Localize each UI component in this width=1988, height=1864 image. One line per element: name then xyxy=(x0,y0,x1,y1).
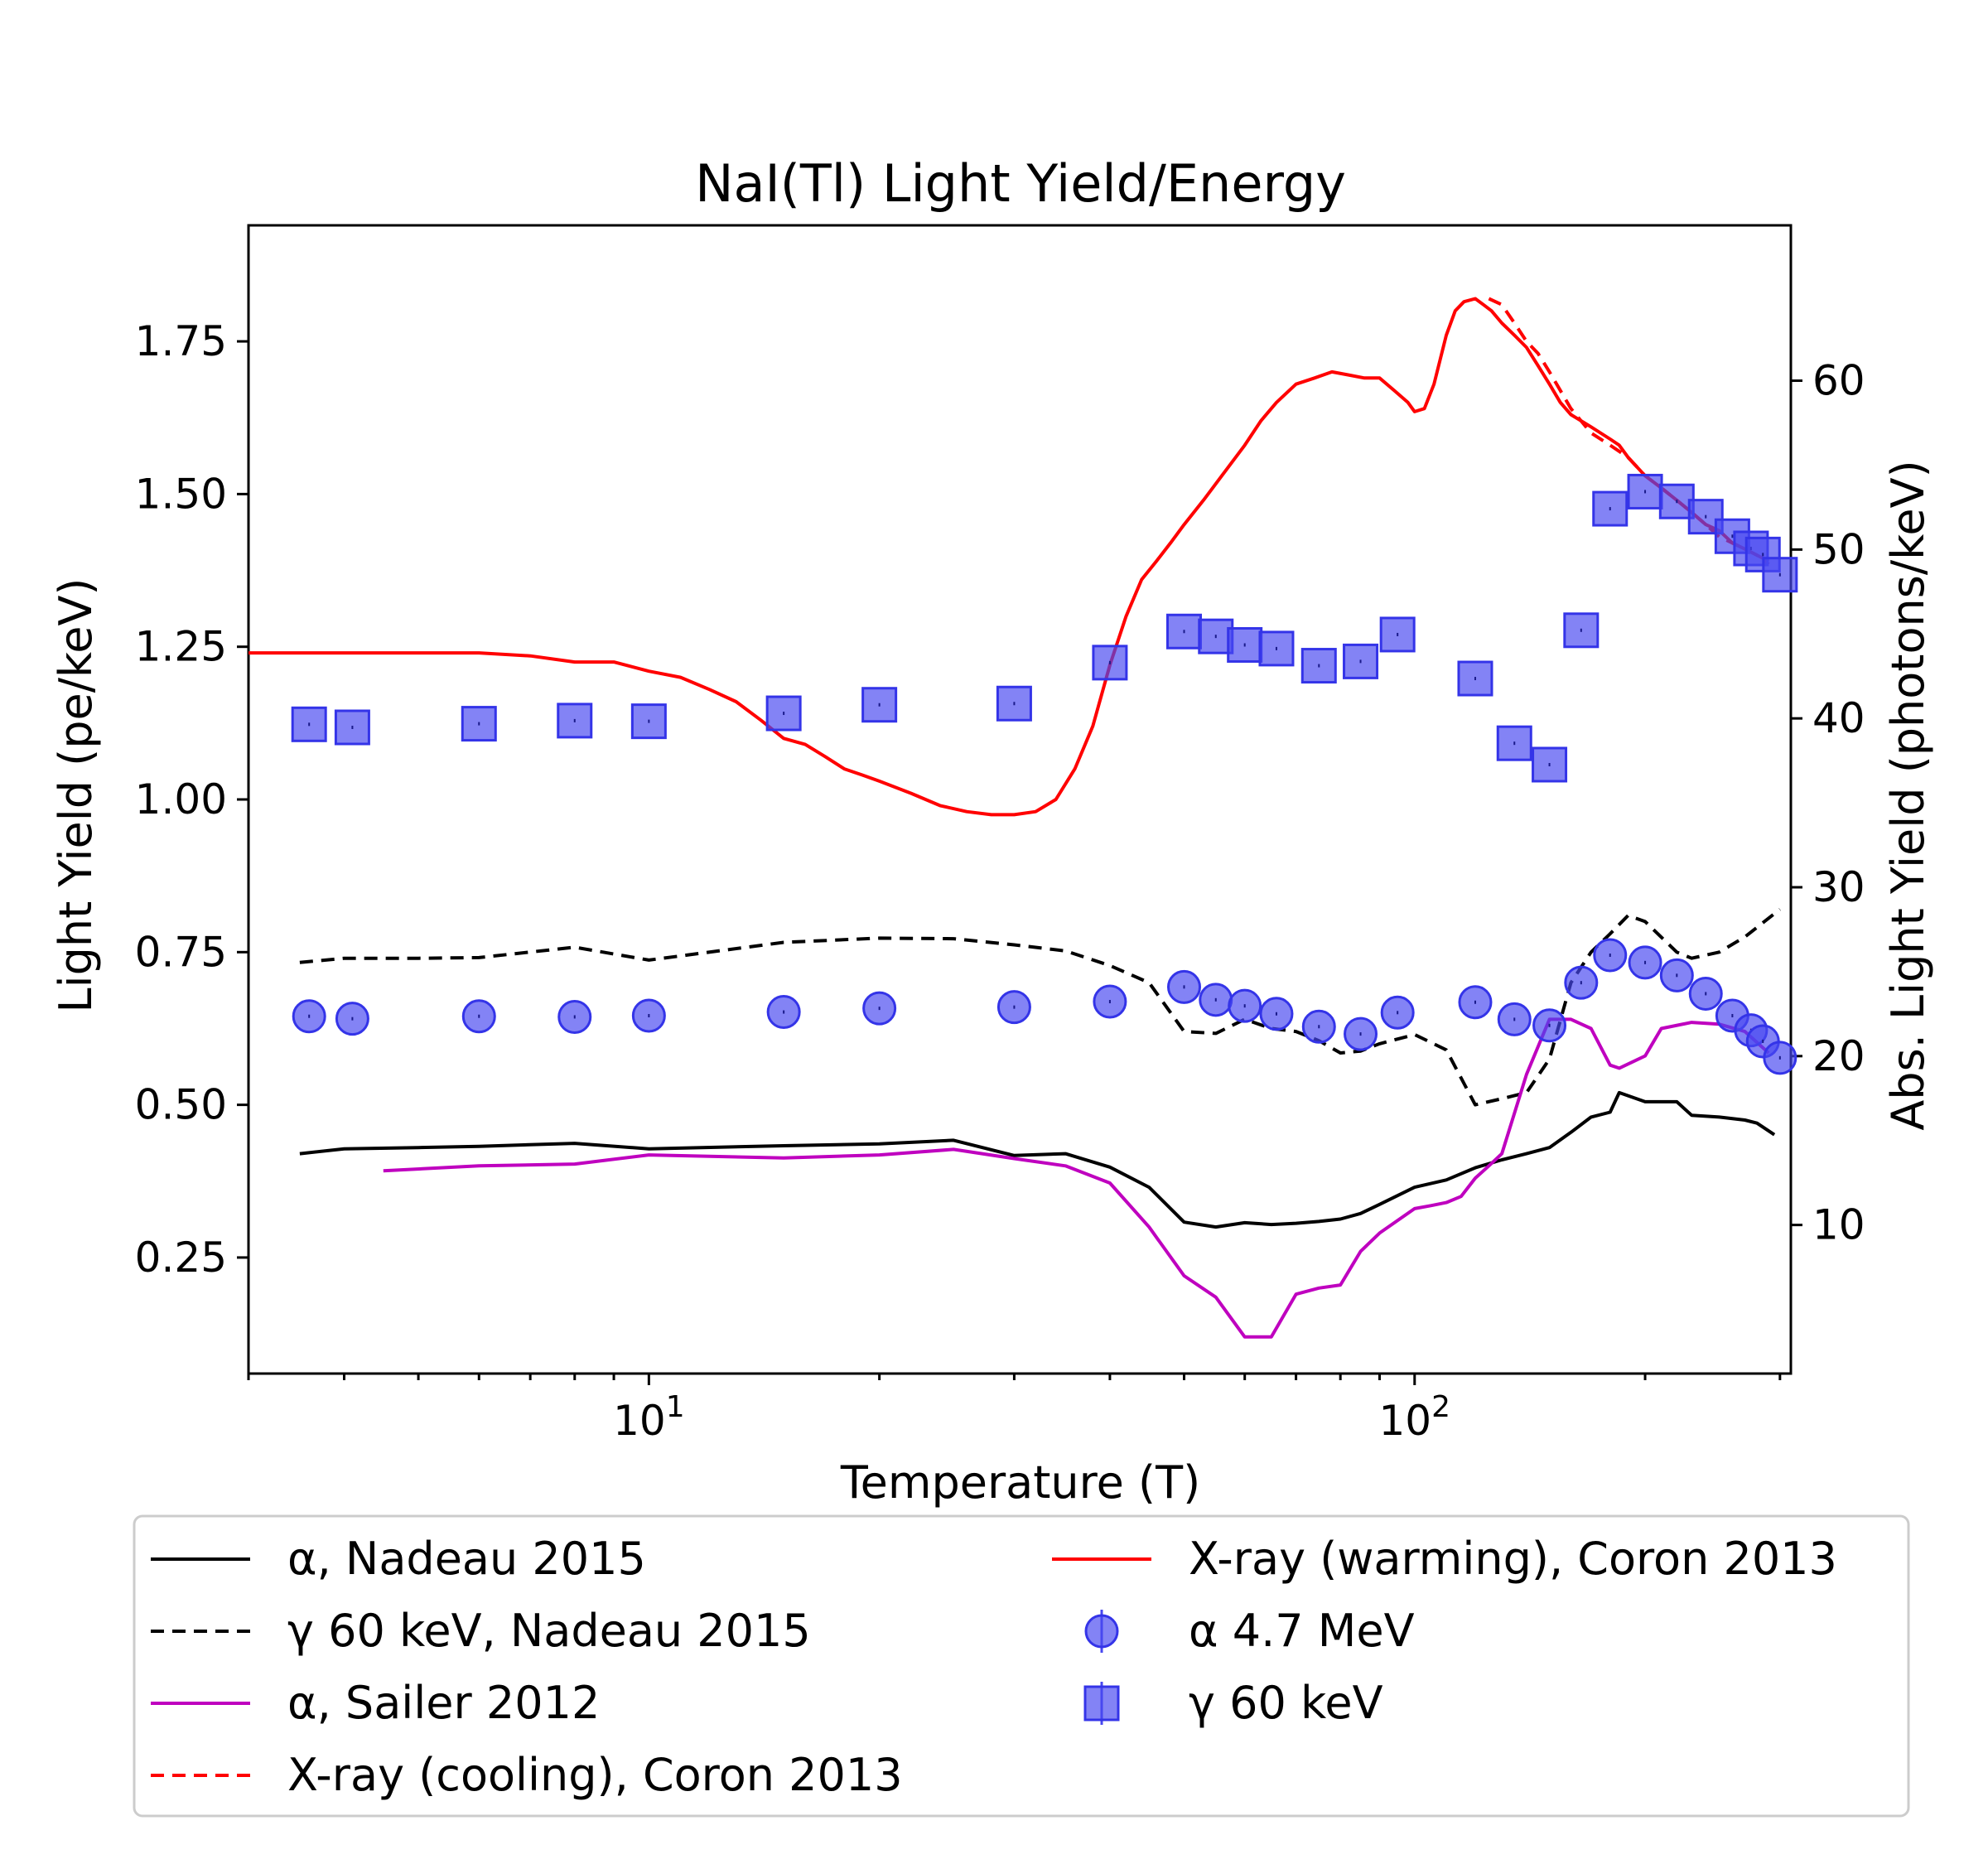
legend-label: X-ray (cooling), Coron 2013 xyxy=(287,1749,903,1801)
y-right-tick-label: 20 xyxy=(1812,1032,1865,1080)
legend-item: α, Nadeau 2015 xyxy=(151,1533,646,1585)
series-line-sailer-2012 xyxy=(383,1017,1770,1339)
y-tick-label: 1.00 xyxy=(135,775,227,823)
legend-item: α 4.7 MeV xyxy=(1084,1605,1415,1657)
legend-item: γ 60 keV xyxy=(1083,1677,1383,1729)
y-right-tick-label: 30 xyxy=(1812,863,1865,911)
series-line-nadeau-2015 xyxy=(299,1090,1776,1229)
chart-title: NaI(Tl) Light Yield/Energy xyxy=(695,153,1346,214)
gamma-point xyxy=(1300,648,1337,684)
y-tick-label: 1.25 xyxy=(135,623,227,671)
series-line-60-kev-nadeau-2015 xyxy=(299,908,1782,1107)
x-axis: 101 102 xyxy=(247,1374,1782,1445)
x-tick-label: 101 xyxy=(613,1390,685,1445)
x-axis-label: Temperature (T) xyxy=(840,1456,1200,1509)
series-markers-60-kev xyxy=(291,473,1798,783)
legend-label: α, Nadeau 2015 xyxy=(287,1533,646,1585)
y-tick-label: 0.75 xyxy=(135,928,227,976)
y-tick-label: 1.50 xyxy=(135,470,227,518)
series-line-x-ray-warming-coron-2013 xyxy=(248,297,1770,817)
legend: α, Nadeau 2015 γ 60 keV, Nadeau 2015 α, Sa… xyxy=(133,1514,1910,1818)
y-right-tick-label: 60 xyxy=(1812,357,1865,405)
y-tick-label: 0.25 xyxy=(135,1234,227,1282)
y-tick-label: 0.50 xyxy=(135,1081,227,1129)
series-layer xyxy=(248,297,1798,1339)
y-right-tick-label: 40 xyxy=(1812,694,1865,742)
y-axis-left: 0.25 0.50 0.75 1.00 1.25 1.50 1.75 xyxy=(135,317,248,1282)
legend-item: X-ray (warming), Coron 2013 xyxy=(1052,1533,1837,1585)
legend-swatch xyxy=(1083,1685,1120,1722)
y-axis-right-label: Abs. Light Yield (photons/keV) xyxy=(1882,460,1934,1130)
legend-swatch xyxy=(1084,1614,1119,1649)
legend-label: γ 60 keV, Nadeau 2015 xyxy=(287,1605,811,1657)
plot-area: 101 102 0.25 0.50 0.75 1.00 1.25 1.50 1.75 10 20… xyxy=(135,224,1865,1445)
legend-label: γ 60 keV xyxy=(1189,1677,1383,1729)
axes-frame xyxy=(247,224,1793,1375)
y-tick-label: 1.75 xyxy=(135,317,227,365)
y-axis-label: Light Yield (pe/keV) xyxy=(50,578,102,1013)
y-right-tick-label: 10 xyxy=(1812,1201,1865,1249)
legend-label: α 4.7 MeV xyxy=(1189,1605,1415,1657)
legend-label: α, Sailer 2012 xyxy=(287,1677,600,1729)
y-right-tick-label: 50 xyxy=(1812,525,1865,573)
legend-label: X-ray (warming), Coron 2013 xyxy=(1189,1533,1837,1585)
x-tick-label: 102 xyxy=(1379,1390,1451,1445)
gamma-point xyxy=(461,706,497,742)
legend-frame xyxy=(133,1514,1910,1818)
series-markers-4-7-mev xyxy=(292,938,1797,1075)
y-axis-right: 10 20 30 40 50 60 xyxy=(1791,357,1865,1249)
legend-item: X-ray (cooling), Coron 2013 xyxy=(151,1749,903,1801)
legend-item: α, Sailer 2012 xyxy=(151,1677,600,1729)
legend-item: γ 60 keV, Nadeau 2015 xyxy=(151,1605,811,1657)
